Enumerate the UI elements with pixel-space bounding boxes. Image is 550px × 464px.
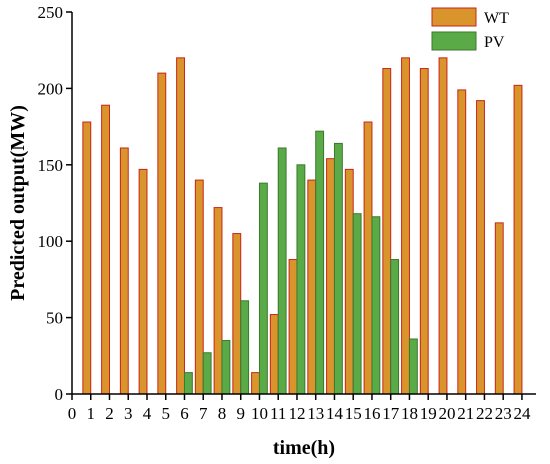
bar-wt-8 — [213, 207, 223, 395]
x-tick-label: 3 — [124, 404, 133, 423]
x-tick-label: 8 — [218, 404, 227, 423]
bar-wt-2 — [101, 104, 110, 395]
x-tick-label: 14 — [326, 404, 344, 423]
x-tick-label: 19 — [420, 404, 437, 423]
legend-swatch-wt — [431, 7, 477, 27]
bar-wt-12 — [288, 259, 298, 395]
bar-wt-7 — [194, 179, 204, 395]
bar-pv-14 — [333, 142, 343, 395]
bar-pv-17 — [390, 259, 400, 395]
x-axis-ticks: 0 1 2 3 4 5 6 7 8 9 10 11 12 13 14 15 16 17 18 19 20 21 22 23 24 — [68, 394, 531, 423]
legend-label-wt: WT — [484, 10, 509, 27]
bar-wt-4 — [138, 168, 148, 395]
bar-wt-14 — [326, 158, 335, 395]
bar-wt-17 — [382, 68, 392, 395]
y-tick-label: 150 — [38, 156, 64, 175]
bar-wt-15 — [344, 168, 354, 395]
bar-wt-22 — [476, 100, 485, 395]
bar-pv-11 — [277, 147, 287, 395]
x-tick-label: 9 — [236, 404, 245, 423]
x-tick-label: 2 — [105, 404, 114, 423]
y-tick-label: 0 — [55, 385, 64, 404]
y-tick-label: 50 — [46, 309, 63, 328]
x-tick-label: 16 — [363, 404, 380, 423]
x-tick-label: 6 — [180, 404, 189, 423]
x-tick-label: 12 — [288, 404, 305, 423]
bar-pv-16 — [371, 216, 381, 395]
y-tick-label: 250 — [38, 3, 64, 22]
y-tick-label: 200 — [38, 79, 64, 98]
x-tick-label: 5 — [161, 404, 170, 423]
bar-wt-11 — [269, 314, 279, 395]
x-tick-label: 21 — [457, 404, 474, 423]
x-tick-label: 0 — [68, 404, 77, 423]
x-tick-label: 7 — [199, 404, 208, 423]
x-tick-label: 18 — [401, 404, 418, 423]
bar-pv-18 — [408, 338, 418, 395]
bar-wt-5 — [157, 72, 167, 395]
axes — [71, 12, 536, 395]
bar-wt-20 — [438, 57, 448, 395]
x-tick-label: 20 — [438, 404, 455, 423]
legend-swatch-pv — [431, 31, 477, 51]
bar-wt-16 — [363, 121, 373, 395]
x-tick-label: 11 — [270, 404, 286, 423]
x-tick-label: 22 — [476, 404, 493, 423]
x-tick-label: 10 — [251, 404, 268, 423]
bars — [82, 57, 523, 395]
bar-pv-9 — [240, 300, 250, 395]
x-tick-label: 17 — [382, 404, 400, 423]
x-tick-label: 23 — [495, 404, 512, 423]
bar-wt-23 — [494, 222, 504, 395]
x-tick-label: 24 — [513, 404, 531, 423]
bar-pv-15 — [352, 213, 362, 395]
legend: WT PV — [431, 7, 509, 51]
bar-wt-9 — [232, 233, 242, 395]
x-tick-label: 13 — [307, 404, 324, 423]
bar-wt-18 — [401, 57, 410, 395]
x-tick-label: 15 — [345, 404, 362, 423]
bar-wt-24 — [513, 84, 523, 395]
bar-wt-3 — [119, 147, 129, 395]
bar-wt-10 — [251, 372, 260, 395]
bar-wt-21 — [457, 89, 467, 395]
bar-wt-13 — [307, 179, 317, 395]
bar-wt-19 — [419, 68, 429, 395]
bar-pv-6 — [183, 372, 193, 395]
bar-pv-12 — [296, 164, 306, 395]
y-tick-label: 100 — [38, 232, 64, 251]
bar-wt-1 — [82, 121, 92, 395]
bar-pv-13 — [315, 130, 325, 395]
bar-pv-7 — [202, 352, 212, 395]
bar-wt-6 — [176, 57, 185, 395]
x-axis-title: time(h) — [273, 437, 335, 459]
bar-pv-10 — [258, 182, 268, 395]
x-tick-label: 4 — [143, 404, 152, 423]
x-tick-label: 1 — [86, 404, 95, 423]
y-axis-ticks: 0 50 100 150 200 250 — [38, 3, 72, 404]
bar-pv-8 — [221, 340, 231, 395]
y-axis-title: Predicted output(MW) — [7, 105, 29, 301]
legend-label-pv: PV — [484, 34, 505, 51]
